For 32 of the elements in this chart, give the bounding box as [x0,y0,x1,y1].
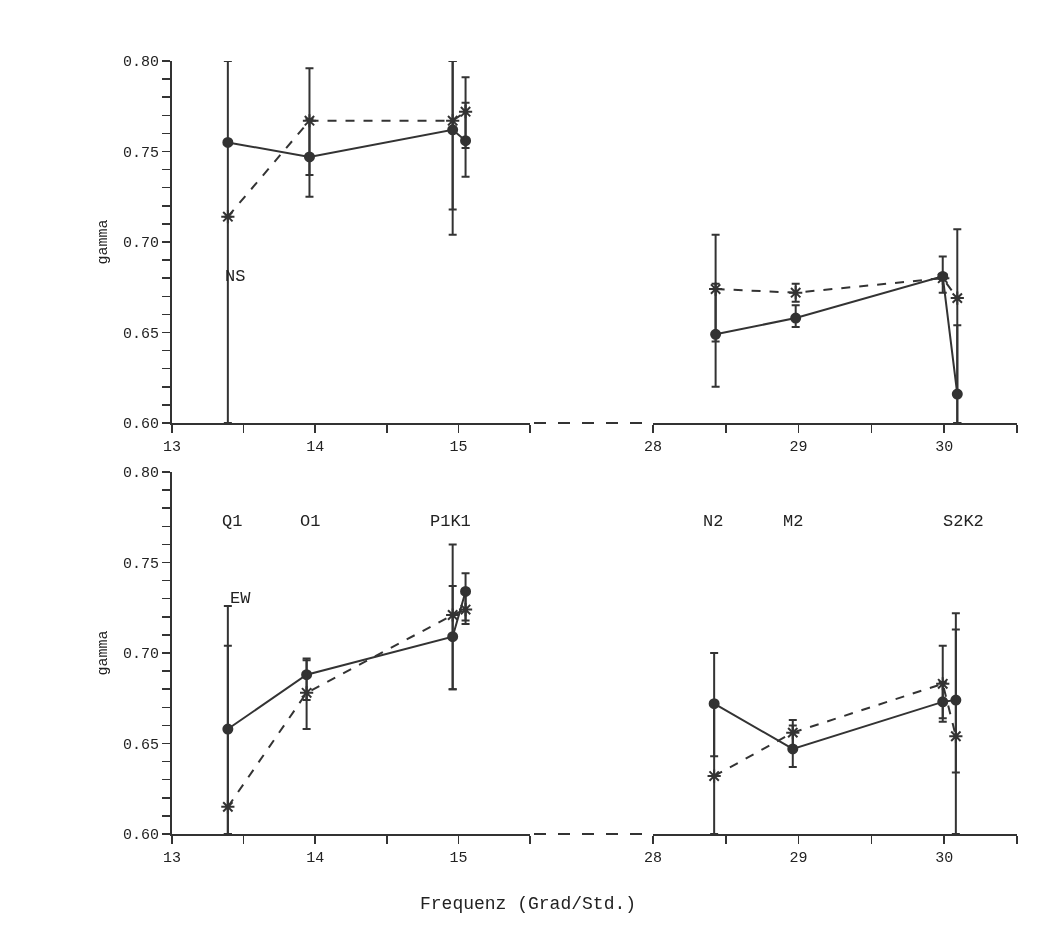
x-tick-label: 13 [162,850,182,867]
annotation: EW [230,589,252,608]
annotation: N2 [703,512,724,531]
y-axis-title: gamma [94,219,112,265]
x-tick-label: 14 [306,850,325,867]
y-tick-label: 0.75 [122,555,159,573]
y-tick-label: 0.65 [122,736,159,754]
x-tick-label: 13 [162,439,182,456]
annotation: S2K2 [943,512,984,531]
annotation: Q1 [222,512,243,531]
y-tick-label: 0.75 [122,144,159,162]
x-tick-label: 28 [643,850,663,867]
y-tick-label: 0.80 [122,54,159,72]
x-tick-label: 14 [306,439,325,456]
x-axis-title: Frequenz (Grad/Std.) [420,894,637,914]
x-tick-label: 28 [643,439,663,456]
y-tick-label: 0.60 [122,416,159,434]
annotation: P1K1 [430,512,471,531]
x-tick-label: 30 [935,439,954,456]
y-axis-title: gamma [94,630,112,676]
x-tick-label: 29 [789,439,808,456]
y-tick-label: 0.65 [122,325,159,343]
y-tick-label: 0.70 [122,646,159,664]
x-tick-label: 29 [789,850,808,867]
x-tick-label: 15 [449,439,468,456]
y-tick-label: 0.70 [122,235,159,253]
x-tick-label: 15 [449,850,468,867]
annotation: O1 [300,512,321,531]
x-tick-label: 30 [935,850,954,867]
annotation: M2 [783,512,804,531]
y-tick-label: 0.60 [122,827,159,845]
y-tick-label: 0.80 [122,465,159,483]
